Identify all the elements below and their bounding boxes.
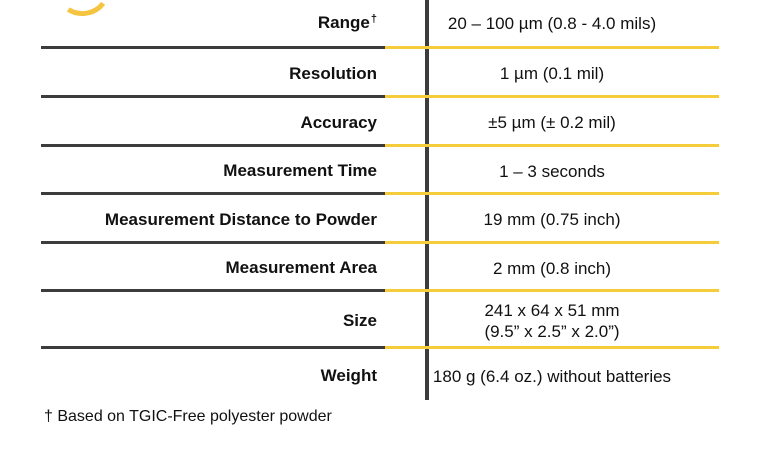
spec-label: Resolution	[41, 52, 385, 98]
spec-value-line: 2 mm (0.8 inch)	[492, 258, 612, 278]
spec-label: Measurement Distance to Powder	[41, 198, 385, 244]
spec-row: Measurement Time 1 – 3 seconds	[41, 150, 719, 195]
spec-row: Weight 180 g (6.4 oz.) without batteries	[41, 352, 719, 400]
column-divider	[425, 0, 429, 400]
spec-value: ±5 µm (± 0.2 mil)	[385, 101, 719, 147]
spec-row: Accuracy ±5 µm (± 0.2 mil)	[41, 101, 719, 147]
spec-value-line: 180 g (6.4 oz.) without batteries	[432, 366, 672, 386]
footnote-marker: †	[370, 13, 377, 25]
spec-value: 19 mm (0.75 inch)	[385, 198, 719, 244]
spec-label-text: Resolution	[289, 63, 377, 83]
spec-value: 180 g (6.4 oz.) without batteries	[385, 352, 719, 400]
spec-value: 1 µm (0.1 mil)	[385, 52, 719, 98]
footnote: † Based on TGIC-Free polyester powder	[44, 408, 332, 425]
spec-label: Size	[41, 295, 385, 349]
spec-value-line: 241 x 64 x 51 mm	[484, 300, 620, 320]
spec-value: 1 – 3 seconds	[385, 150, 719, 195]
spec-value-line: 19 mm (0.75 inch)	[483, 210, 621, 229]
spec-label: Weight	[41, 352, 385, 400]
spec-label-text: Measurement Time	[223, 161, 377, 180]
spec-label-text: Accuracy	[300, 112, 377, 132]
spec-value-line: (9.5” x 2.5” x 2.0”)	[484, 321, 620, 341]
spec-value-line: 1 – 3 seconds	[499, 161, 605, 181]
spec-row: Size 241 x 64 x 51 mm (9.5” x 2.5” x 2.0”)	[41, 295, 719, 349]
spec-label-text: Weight	[320, 366, 377, 385]
spec-value-line: 20 – 100 µm (0.8 - 4.0 mils)	[447, 13, 657, 33]
spec-label: Range †	[41, 0, 385, 49]
spec-value: 2 mm (0.8 inch)	[385, 247, 719, 292]
spec-label-text: Range	[317, 13, 370, 32]
spec-value-line: ±5 µm (± 0.2 mil)	[488, 113, 616, 132]
spec-row: Measurement Distance to Powder 19 mm (0.7…	[41, 198, 719, 244]
spec-row: Range † 20 – 100 µm (0.8 - 4.0 mils)	[41, 0, 719, 49]
spec-label: Measurement Area	[41, 247, 385, 292]
spec-value-line: 1 µm (0.1 mil)	[499, 64, 605, 83]
spec-label-text: Measurement Distance to Powder	[104, 209, 377, 229]
spec-value: 241 x 64 x 51 mm (9.5” x 2.5” x 2.0”)	[385, 295, 719, 349]
spec-row: Measurement Area 2 mm (0.8 inch)	[41, 247, 719, 292]
spec-label-text: Measurement Area	[225, 258, 378, 277]
spec-label-text: Size	[342, 310, 377, 330]
spec-label: Measurement Time	[41, 150, 385, 195]
spec-value: 20 – 100 µm (0.8 - 4.0 mils)	[385, 0, 719, 49]
spec-label: Accuracy	[41, 101, 385, 147]
spec-row: Resolution 1 µm (0.1 mil)	[41, 52, 719, 98]
